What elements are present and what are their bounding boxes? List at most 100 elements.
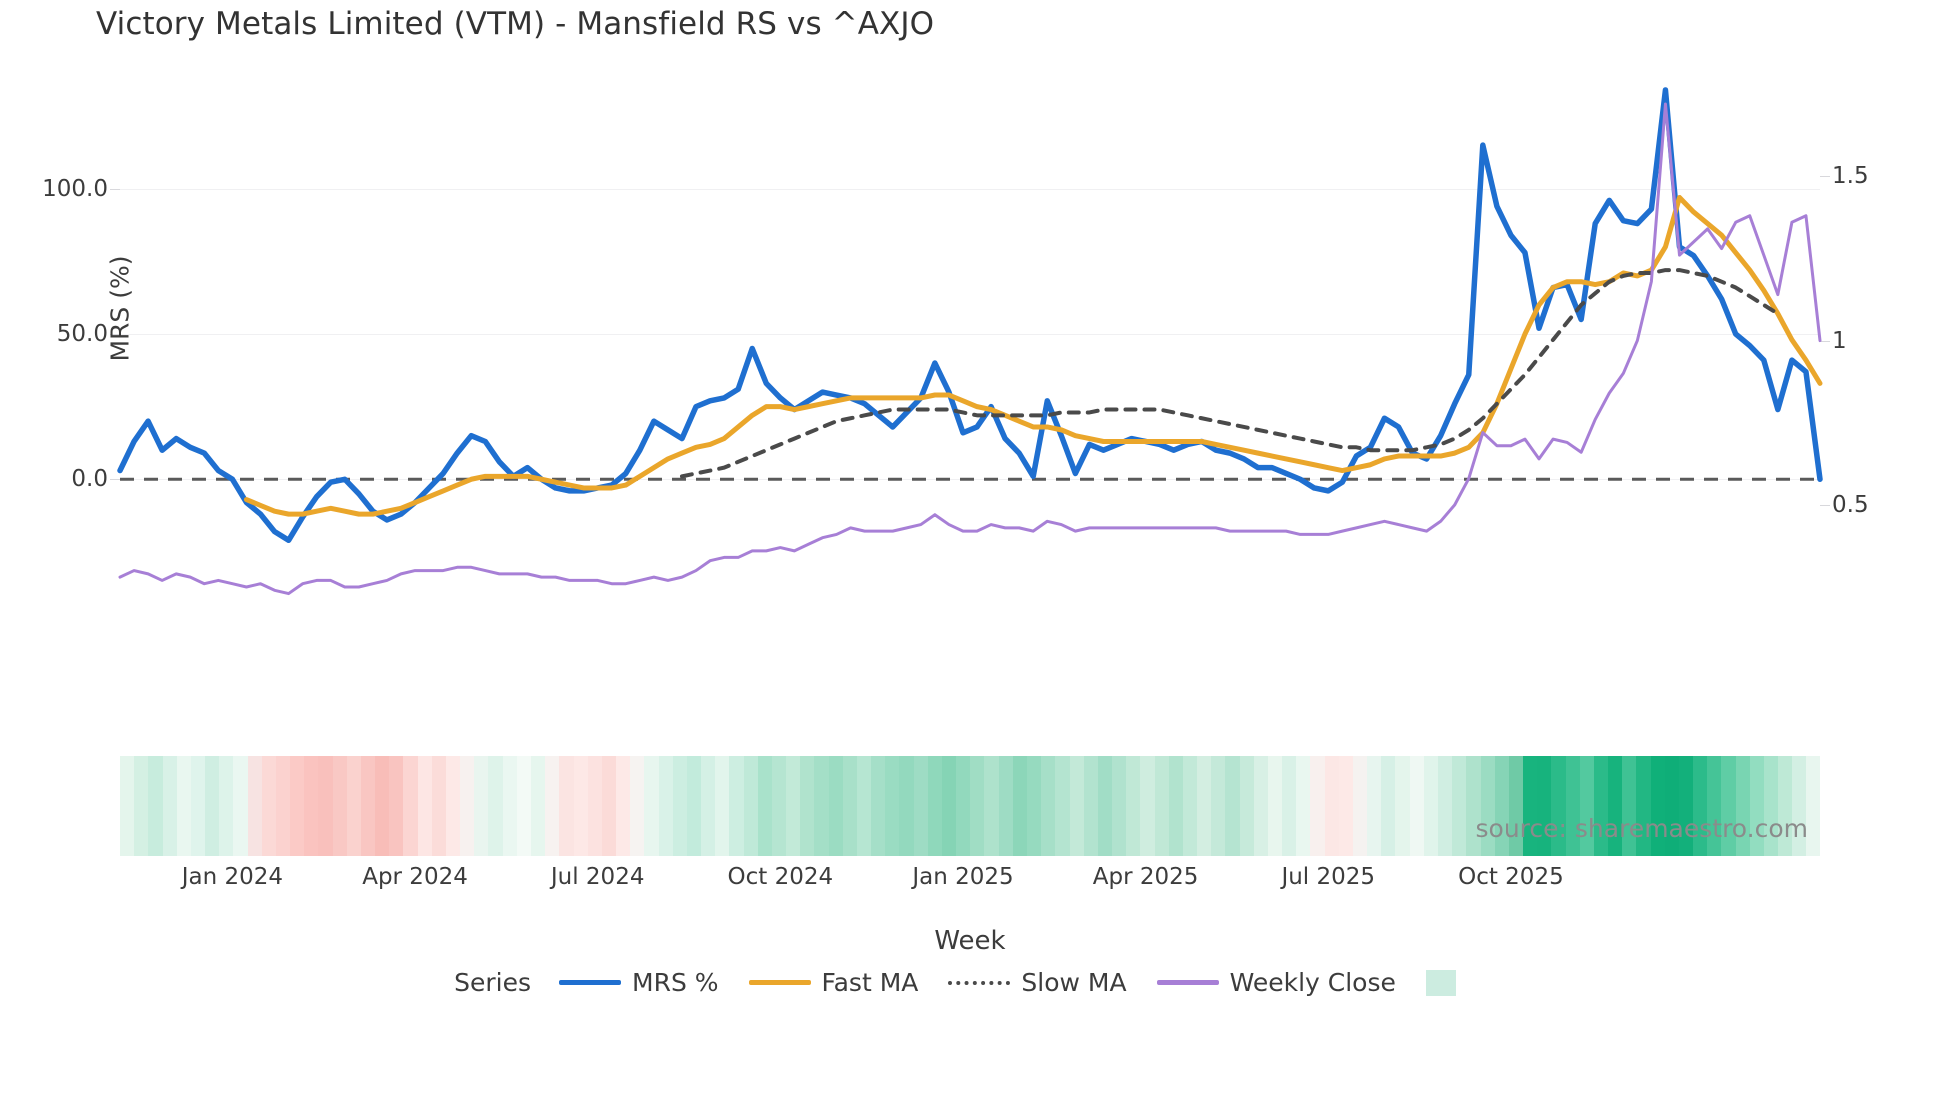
y-axis-left-label: MRS (%) <box>105 255 135 362</box>
heat-strip-cell <box>1324 756 1339 856</box>
heat-strip-cell <box>332 756 347 856</box>
heat-strip-cell <box>800 756 815 856</box>
heat-strip-cell <box>1225 756 1240 856</box>
y-axis-left-tickmark <box>110 479 120 481</box>
heat-strip-cell <box>729 756 744 856</box>
heat-strip-cell <box>176 756 191 856</box>
heat-strip-cell <box>1239 756 1254 856</box>
heat-strip-cell <box>1012 756 1027 856</box>
heat-strip-cell <box>701 756 716 856</box>
heat-strip-cell <box>998 756 1013 856</box>
heat-strip-cell <box>1466 756 1481 856</box>
heat-strip-cell <box>927 756 942 856</box>
series-line-slow-ma <box>679 268 1780 479</box>
heat-strip-cell <box>573 756 588 856</box>
y-axis-right-tick-label: 1.5 <box>1832 163 1869 190</box>
heat-strip-cell <box>1126 756 1141 856</box>
x-axis-tick-label: Jan 2024 <box>181 864 284 890</box>
heat-strip-cell <box>1608 756 1623 856</box>
heat-strip-cell <box>899 756 914 856</box>
heat-strip-cell <box>1778 756 1793 856</box>
heat-strip-cell <box>1565 756 1580 856</box>
heat-strip-cell <box>1763 756 1779 856</box>
heat-strip-cell <box>814 756 829 856</box>
legend-item[interactable]: MRS % <box>559 968 719 997</box>
heat-strip-cell <box>1437 756 1453 856</box>
y-axis-left-tick-label: 100.0 <box>42 175 108 202</box>
x-axis-tick-label: Oct 2024 <box>727 864 834 890</box>
heat-strip-cell <box>346 756 361 856</box>
y-axis-left-tickmark <box>110 334 120 335</box>
heat-strip-cell <box>162 756 177 856</box>
heat-strip-cell <box>771 756 787 856</box>
heat-strip-cell <box>1310 756 1325 856</box>
heat-strip-cell <box>842 756 857 856</box>
legend-item[interactable]: Fast MA <box>748 968 918 997</box>
relative-strength-heat-strip <box>120 756 1820 856</box>
heat-strip-cell <box>1452 756 1467 856</box>
legend-swatch-icon <box>559 980 622 985</box>
heat-strip-cell <box>1664 756 1679 856</box>
heat-strip-cell <box>1508 756 1524 856</box>
heat-strip-cell <box>1168 756 1183 856</box>
heat-strip-cell <box>616 756 631 856</box>
x-axis-tick-label: Jul 2024 <box>550 864 645 890</box>
heat-strip-cell <box>672 756 687 856</box>
heat-strip-cell <box>1041 756 1056 856</box>
heat-strip-cell <box>1693 756 1708 856</box>
chart-legend: Series MRS % Fast MA Slow MA Weekly Close <box>120 968 1820 997</box>
x-axis-label: Week <box>934 926 1006 956</box>
y-axis-left-tick-label: 0.0 <box>71 466 108 493</box>
heat-strip-cell <box>219 756 234 856</box>
heat-strip-cell <box>190 756 206 856</box>
y-axis-right-tickmark <box>1820 340 1830 342</box>
heat-strip-cell <box>1027 756 1042 856</box>
heat-strip-cell <box>913 756 928 856</box>
heat-strip-cell <box>1055 756 1070 856</box>
heat-strip-cell <box>1197 756 1212 856</box>
heat-strip-cell <box>1154 756 1169 856</box>
heat-strip-cell <box>1551 756 1566 856</box>
legend-item[interactable]: Slow MA <box>948 968 1127 997</box>
heat-strip-cell <box>1182 756 1198 856</box>
legend-title: Series <box>454 968 532 997</box>
legend-swatch-icon <box>1425 969 1456 996</box>
heat-strip-cell <box>1395 756 1410 856</box>
legend-item[interactable] <box>1425 969 1456 996</box>
legend-item[interactable]: Weekly Close <box>1156 968 1396 997</box>
heat-strip-cell <box>474 756 489 856</box>
heat-strip-cell <box>1267 756 1283 856</box>
heat-strip-cell <box>1423 756 1438 856</box>
heat-strip-cell <box>1282 756 1297 856</box>
heat-strip-cell <box>460 756 475 856</box>
heat-strip-cell <box>1749 756 1764 856</box>
heat-strip-cell <box>1381 756 1396 856</box>
x-axis-tick-label: Apr 2025 <box>1092 864 1199 890</box>
heat-strip-cell <box>318 756 333 856</box>
x-axis-tick-label: Jul 2025 <box>1281 864 1376 890</box>
x-axis-tick-label: Oct 2025 <box>1458 864 1564 890</box>
heat-strip-cell <box>530 756 546 856</box>
heat-strip-cell <box>828 756 843 856</box>
heat-strip-cell <box>941 756 957 856</box>
heat-strip-cell <box>601 756 617 856</box>
heat-strip-cell <box>1338 756 1353 856</box>
heat-strip-cell <box>559 756 574 856</box>
heat-strip-cell <box>389 756 404 856</box>
heat-strip-cell <box>1792 756 1807 856</box>
heat-strip-cell <box>1296 756 1311 856</box>
heat-strip-cell <box>290 756 305 856</box>
heat-strip-cell <box>247 756 262 856</box>
heat-strip-cell <box>658 756 673 856</box>
heat-strip-cell <box>1409 756 1424 856</box>
heat-strip-cell <box>1352 756 1368 856</box>
heat-strip-cell <box>1494 756 1509 856</box>
heat-strip-cell <box>1636 756 1651 856</box>
heat-strip-cell <box>1593 756 1609 856</box>
heat-strip-cell <box>984 756 999 856</box>
legend-item-label: Slow MA <box>1021 968 1127 997</box>
heat-strip-cell <box>545 756 560 856</box>
heat-strip-cell <box>304 756 319 856</box>
heat-strip-cell <box>275 756 291 856</box>
